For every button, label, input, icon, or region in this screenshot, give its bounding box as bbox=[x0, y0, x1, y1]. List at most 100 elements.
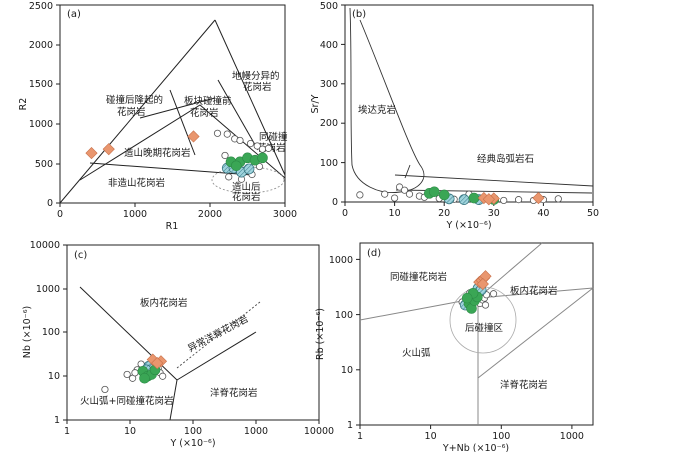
panel-b-x-ticks: 0 10 20 30 40 50 bbox=[342, 202, 599, 219]
region-mantle-fractionate-1: 地幔分异的 bbox=[232, 70, 280, 82]
panel-d-ytick-2: 100 bbox=[335, 310, 353, 321]
panel-b-ytick-0: 0 bbox=[332, 197, 338, 208]
panel-b-region-labels: 埃达克岩 经典岛弧岩石 bbox=[358, 104, 534, 165]
chart1-circle-hatched-point-1 bbox=[458, 194, 470, 205]
panel-c-frame bbox=[66, 244, 320, 421]
chart0-circle-open-point-1 bbox=[223, 130, 231, 138]
panel-d-ytick-1: 10 bbox=[341, 365, 353, 376]
panel-d-region-labels: 同碰撞花岗岩 板内花岗岩 后碰撞区 火山弧 洋脊花岗岩 bbox=[390, 271, 558, 391]
panel-b-ytick-3: 300 bbox=[320, 79, 338, 90]
panel-a-ytick-5: 2500 bbox=[29, 1, 53, 12]
chart2-circle-open-point-8 bbox=[131, 369, 139, 377]
panel-c-x-ticks: 1 10 100 1000 10000 bbox=[64, 420, 334, 437]
panel-d-x-axis-label: Y+Nb (×10⁻⁶) bbox=[442, 443, 509, 452]
chart1-circle-open-point-3 bbox=[395, 183, 404, 191]
chart3-circle-point-5 bbox=[461, 292, 473, 304]
panel-d-y-axis-label: Rb (×10⁻⁶) bbox=[315, 308, 326, 360]
panel-c-xtick-3: 1000 bbox=[244, 426, 268, 437]
panel-b-label: (b) bbox=[352, 9, 366, 20]
chart1-diamond-point-2 bbox=[532, 191, 545, 205]
chart0-diamond-point-0 bbox=[85, 147, 98, 160]
panel-b-y-axis-label: Sr/Y bbox=[310, 94, 321, 113]
region-within-plate: 板内花岗岩 bbox=[140, 297, 188, 309]
panel-a-ytick-4: 2000 bbox=[29, 40, 53, 51]
chart2-circle-open-point-0 bbox=[101, 385, 109, 394]
panel-c-y-axis-label: Nb (×10⁻⁶) bbox=[22, 306, 33, 358]
panel-a-xtick-1: 1000 bbox=[123, 209, 147, 220]
panel-a-field-boundaries bbox=[59, 19, 286, 204]
region-post-collision-uplift-2: 花岗岩 bbox=[117, 106, 146, 118]
panel-b-xtick-4: 40 bbox=[537, 208, 549, 219]
panel-a-xtick-0: 0 bbox=[57, 209, 63, 220]
panel-b-data-points bbox=[356, 183, 562, 206]
panel-c-y-ticks: 1 10 100 1000 10000 bbox=[30, 240, 67, 426]
panel-d-xtick-3: 1000 bbox=[560, 431, 584, 442]
panel-b-frame bbox=[344, 4, 594, 203]
panel-c-data-points bbox=[101, 353, 168, 394]
chart0-diamond-point-2 bbox=[187, 130, 200, 143]
chart1-circle-open-point-12 bbox=[514, 196, 523, 204]
panel-a-region-labels: 地幔分异的 花岗岩 碰撞后隆起的 花岗岩 板块碰撞前 花岗岩 同碰撞 花岗岩 造… bbox=[106, 70, 288, 203]
panel-a-ytick-1: 500 bbox=[35, 159, 53, 170]
region-late-orogenic: 造山晚期花岗岩 bbox=[124, 147, 191, 159]
panel-a: (a) 0 1000 2000 3000 0 500 1000 1500 200… bbox=[18, 1, 297, 232]
chart3-circle-open-point-7 bbox=[489, 290, 498, 298]
panel-a-y-axis-label: R2 bbox=[18, 98, 29, 111]
panel-c-orga-boundary bbox=[176, 301, 261, 369]
region-post-orogenic-2: 花岗岩 bbox=[232, 191, 261, 203]
panel-d-field-boundaries bbox=[359, 242, 594, 425]
panel-c-ytick-4: 10000 bbox=[30, 240, 60, 251]
panel-b-x-axis-label: Y (×10⁻⁶) bbox=[445, 220, 491, 231]
panel-d-ytick-0: 1 bbox=[347, 420, 353, 431]
panel-b: (b) 0 10 20 30 40 50 0 100 200 300 bbox=[310, 1, 599, 231]
chart0-circle-open-point-5 bbox=[253, 142, 261, 150]
chart0-circle-open-point-7 bbox=[264, 144, 273, 152]
panel-d-label: (d) bbox=[367, 248, 381, 259]
chart3-diamond-point-4 bbox=[476, 277, 489, 291]
chart0-circle-open-point-12 bbox=[255, 162, 264, 171]
chart0-circle-open-point-4 bbox=[246, 140, 255, 148]
region-anorogenic: 非造山花岗岩 bbox=[108, 177, 165, 189]
chart1-circle-point-2 bbox=[438, 189, 450, 201]
panel-b-xtick-5: 50 bbox=[587, 208, 599, 219]
region-syn-collision-1: 同碰撞 bbox=[259, 131, 288, 143]
chart1-circle-open-point-2 bbox=[390, 194, 399, 202]
region-within-plate: 板内花岗岩 bbox=[510, 285, 558, 297]
chart1-circle-open-point-11 bbox=[500, 196, 508, 205]
panel-d: (d) 1 10 100 1000 1 10 100 1000 Y+Nb (×1… bbox=[315, 242, 594, 452]
panel-c-label: (c) bbox=[74, 250, 87, 261]
panel-c-xtick-0: 1 bbox=[64, 426, 70, 437]
chart0-circle-open-point-8 bbox=[225, 173, 233, 181]
chart1-circle-open-point-0 bbox=[356, 191, 364, 199]
panel-d-y-ticks: 1 10 100 1000 bbox=[329, 255, 360, 431]
panel-c-ytick-0: 1 bbox=[54, 415, 60, 426]
region-anomalous-ridge: 异常洋脊花岗岩 bbox=[186, 313, 250, 355]
region-ocean-ridge: 洋脊花岗岩 bbox=[500, 379, 548, 391]
region-volcanic-arc-syn-collision: 火山弧+同碰撞花岗岩 bbox=[80, 395, 173, 407]
chart1-circle-open-point-1 bbox=[381, 190, 389, 198]
panel-b-y-ticks: 0 100 200 300 400 500 bbox=[320, 1, 345, 208]
panel-a-ytick-2: 1000 bbox=[29, 119, 53, 130]
panel-d-frame bbox=[359, 242, 594, 426]
chart0-circle-hatched-point-3 bbox=[243, 163, 255, 175]
region-ocean-ridge: 洋脊花岗岩 bbox=[210, 387, 258, 399]
chart1-circle-open-point-15 bbox=[554, 195, 562, 203]
chart1-circle-point-1 bbox=[428, 186, 440, 198]
region-adakite: 埃达克岩 bbox=[358, 104, 396, 116]
panel-d-ytick-3: 1000 bbox=[329, 255, 353, 266]
chart0-circle-open-point-0 bbox=[213, 129, 222, 137]
chart2-circle-open-point-1 bbox=[123, 370, 131, 379]
panel-b-xtick-1: 10 bbox=[389, 208, 401, 219]
chart1-circle-open-point-5 bbox=[405, 190, 414, 198]
chart0-circle-point-5 bbox=[230, 160, 242, 172]
chart2-diamond-point-2 bbox=[151, 356, 164, 370]
region-post-orogenic-1: 造山后 bbox=[232, 181, 261, 193]
chart0-circle-open-point-3 bbox=[236, 136, 244, 145]
panel-a-x-axis-label: R1 bbox=[166, 221, 179, 232]
panel-c-ytick-2: 100 bbox=[42, 327, 60, 338]
panel-b-ytick-4: 400 bbox=[320, 40, 338, 51]
panel-c: (c) 1 10 100 1000 10000 1 10 100 1000 10… bbox=[22, 240, 334, 449]
panel-d-x-ticks: 1 10 100 1000 bbox=[357, 425, 584, 442]
panel-c-xtick-1: 10 bbox=[124, 426, 136, 437]
panel-a-y-ticks: 0 500 1000 1500 2000 2500 bbox=[29, 1, 60, 209]
